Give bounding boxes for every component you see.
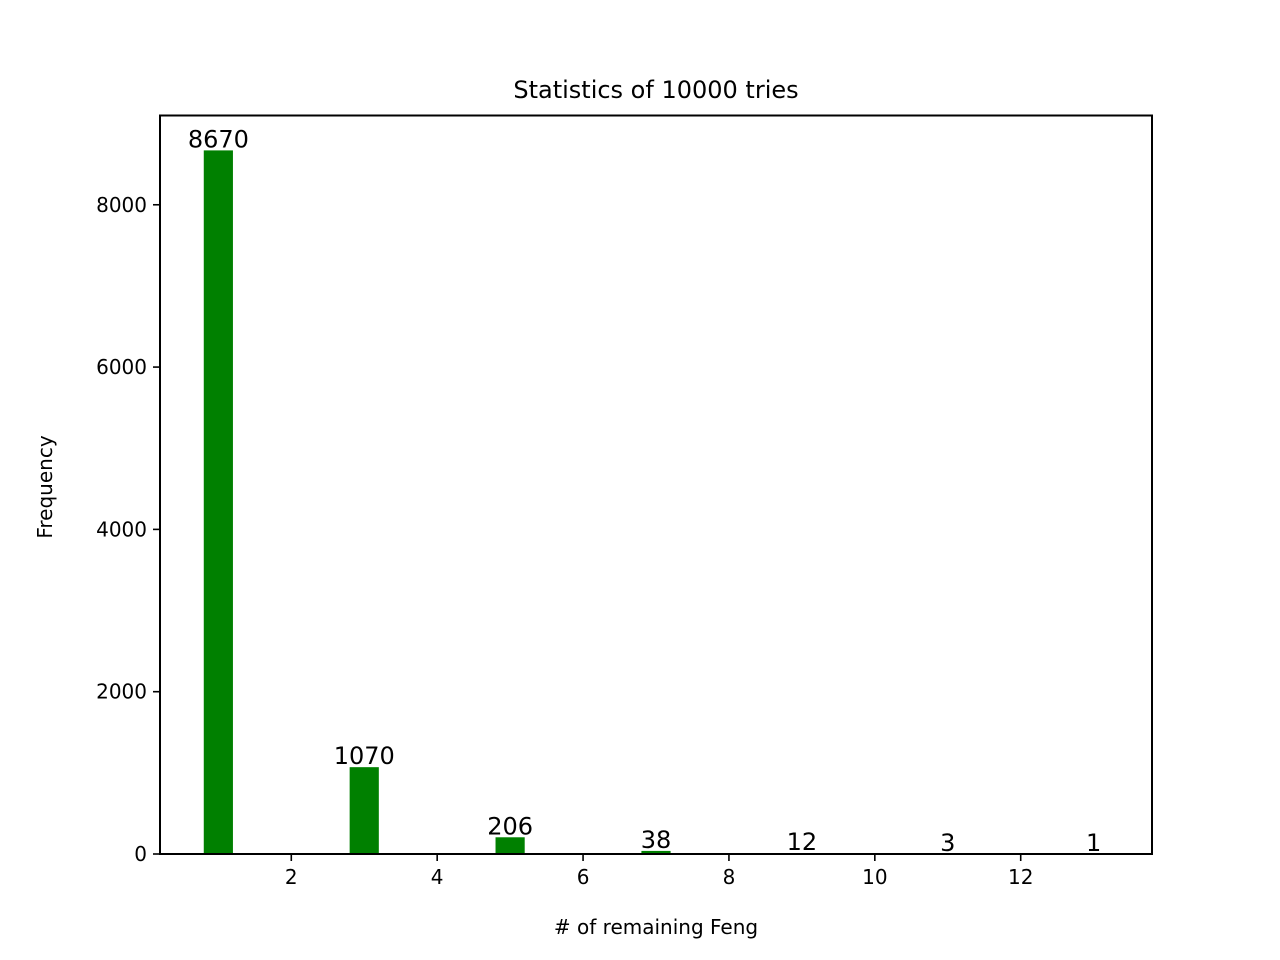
- bar-labels-group: 8670 1070 206 38 12 3 1: [188, 125, 1101, 857]
- bar-data-label: 3: [940, 829, 955, 857]
- x-tick-label: 2: [285, 865, 298, 889]
- y-ticks-group: 0 2000 4000 6000 8000: [96, 193, 160, 866]
- x-ticks-group: 2 4 6 8 10 12: [285, 854, 1033, 889]
- y-tick-label: 4000: [96, 517, 147, 541]
- x-tick-label: 6: [577, 865, 590, 889]
- bar-data-label: 1: [1086, 829, 1101, 857]
- bar-data-label: 12: [787, 828, 818, 856]
- plot-frame: [159, 114, 1153, 855]
- bar: [203, 150, 233, 855]
- y-tick-label: 8000: [96, 193, 147, 217]
- chart-title: Statistics of 10000 tries: [513, 76, 798, 104]
- bar-data-label: 1070: [334, 742, 395, 770]
- x-tick-label: 10: [862, 865, 887, 889]
- y-tick-label: 2000: [96, 680, 147, 704]
- x-axis-label: # of remaining Feng: [554, 915, 758, 939]
- y-axis-label: Frequency: [33, 435, 57, 538]
- y-tick-label: 6000: [96, 355, 147, 379]
- bar-data-label: 8670: [188, 125, 249, 153]
- bar: [349, 767, 379, 854]
- bar: [641, 850, 671, 854]
- bar-data-label: 38: [641, 826, 672, 854]
- y-tick-label: 0: [134, 842, 147, 866]
- bar-data-label: 206: [487, 812, 533, 840]
- x-tick-label: 4: [431, 865, 444, 889]
- bar: [495, 837, 525, 854]
- x-tick-label: 8: [723, 865, 736, 889]
- x-tick-label: 12: [1008, 865, 1033, 889]
